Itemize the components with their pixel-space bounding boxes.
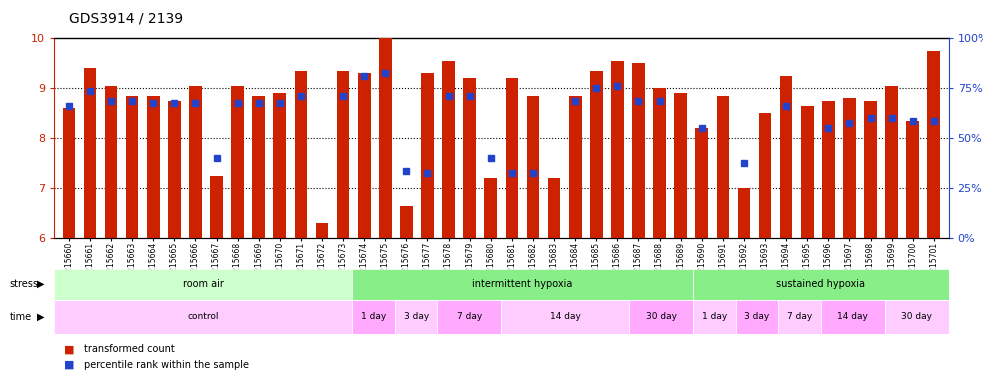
Text: transformed count: transformed count [84, 344, 174, 354]
FancyBboxPatch shape [54, 300, 352, 334]
Text: stress: stress [10, 279, 39, 289]
Text: ■: ■ [64, 360, 75, 370]
Bar [928, 51, 940, 238]
Bar [126, 96, 139, 238]
Text: GDS3914 / 2139: GDS3914 / 2139 [69, 12, 183, 25]
Bar [548, 178, 560, 238]
Text: 30 day: 30 day [901, 312, 932, 321]
Bar [759, 113, 772, 238]
FancyBboxPatch shape [885, 300, 949, 334]
FancyBboxPatch shape [54, 269, 352, 300]
Bar [189, 86, 202, 238]
FancyBboxPatch shape [395, 300, 437, 334]
Bar [442, 61, 455, 238]
Bar [569, 96, 582, 238]
Text: control: control [188, 312, 219, 321]
Bar [611, 61, 623, 238]
Bar [358, 73, 371, 238]
Bar [906, 121, 919, 238]
Bar [273, 93, 286, 238]
Bar [801, 106, 814, 238]
Bar [295, 71, 308, 238]
Text: ▶: ▶ [37, 279, 45, 289]
Bar [590, 71, 603, 238]
Text: intermittent hypoxia: intermittent hypoxia [473, 279, 573, 289]
FancyBboxPatch shape [821, 300, 885, 334]
Bar [822, 101, 835, 238]
Text: 1 day: 1 day [361, 312, 386, 321]
Text: 7 day: 7 day [457, 312, 482, 321]
Bar [843, 98, 856, 238]
Bar [886, 86, 897, 238]
FancyBboxPatch shape [437, 300, 501, 334]
Bar [654, 88, 665, 238]
Bar [421, 73, 434, 238]
Text: ■: ■ [64, 344, 75, 354]
Bar [337, 71, 349, 238]
FancyBboxPatch shape [735, 300, 779, 334]
Bar [379, 38, 391, 238]
Text: room air: room air [183, 279, 223, 289]
FancyBboxPatch shape [779, 300, 821, 334]
Text: time: time [10, 312, 32, 322]
Bar [168, 101, 181, 238]
Bar [400, 205, 413, 238]
Text: 1 day: 1 day [702, 312, 727, 321]
FancyBboxPatch shape [629, 300, 693, 334]
Bar [146, 96, 159, 238]
Text: ▶: ▶ [37, 312, 45, 322]
FancyBboxPatch shape [352, 300, 395, 334]
Bar [231, 86, 244, 238]
Bar [210, 176, 223, 238]
Bar [632, 63, 645, 238]
Bar [463, 78, 476, 238]
Bar [253, 96, 265, 238]
Bar [527, 96, 540, 238]
Bar [505, 78, 518, 238]
Bar [316, 223, 328, 238]
Bar [864, 101, 877, 238]
FancyBboxPatch shape [693, 300, 735, 334]
Bar [737, 188, 750, 238]
Bar [105, 86, 117, 238]
Text: 7 day: 7 day [786, 312, 812, 321]
Text: 14 day: 14 day [549, 312, 581, 321]
Text: 3 day: 3 day [744, 312, 770, 321]
FancyBboxPatch shape [693, 269, 949, 300]
Text: sustained hypoxia: sustained hypoxia [777, 279, 865, 289]
Bar [485, 178, 497, 238]
Text: percentile rank within the sample: percentile rank within the sample [84, 360, 249, 370]
Bar [717, 96, 729, 238]
FancyBboxPatch shape [352, 269, 693, 300]
Text: 30 day: 30 day [646, 312, 676, 321]
Text: 3 day: 3 day [403, 312, 429, 321]
FancyBboxPatch shape [501, 300, 629, 334]
Bar [674, 93, 687, 238]
Bar [63, 108, 75, 238]
Bar [695, 128, 708, 238]
Bar [84, 68, 96, 238]
Bar [780, 76, 792, 238]
Text: 14 day: 14 day [838, 312, 868, 321]
